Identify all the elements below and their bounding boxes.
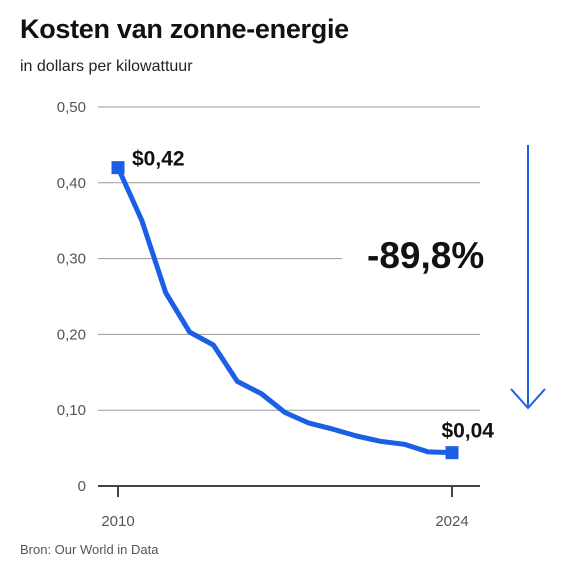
y-tick-label: 0,20 [57,326,86,343]
percent-change-label: -89,8% [367,235,484,276]
chart-subtitle: in dollars per kilowattuur [20,58,193,75]
start-point-marker [111,161,125,175]
x-tick-label: 2010 [101,513,134,530]
y-tick-label: 0,30 [57,251,86,268]
y-tick-label: 0,50 [57,99,86,116]
y-axis-ticks: 0 0,10 0,20 0,30 0,40 0,50 [57,99,86,495]
gridlines [98,106,480,411]
x-tick-label: 2024 [435,513,468,530]
end-point-marker [445,446,459,460]
arrow-head [510,388,546,410]
y-tick-label: 0 [78,478,86,495]
chart-title: Kosten van zonne-energie [20,14,349,44]
y-tick-label: 0,10 [57,402,86,419]
x-axis-ticks: 2010 2024 [101,486,469,530]
y-tick-label: 0,40 [57,175,86,192]
source-note: Bron: Our World in Data [20,542,159,557]
down-arrow-icon [510,145,546,410]
start-value-label: $0,42 [132,148,185,171]
series-line [115,165,455,456]
end-value-label: $0,04 [441,420,494,443]
